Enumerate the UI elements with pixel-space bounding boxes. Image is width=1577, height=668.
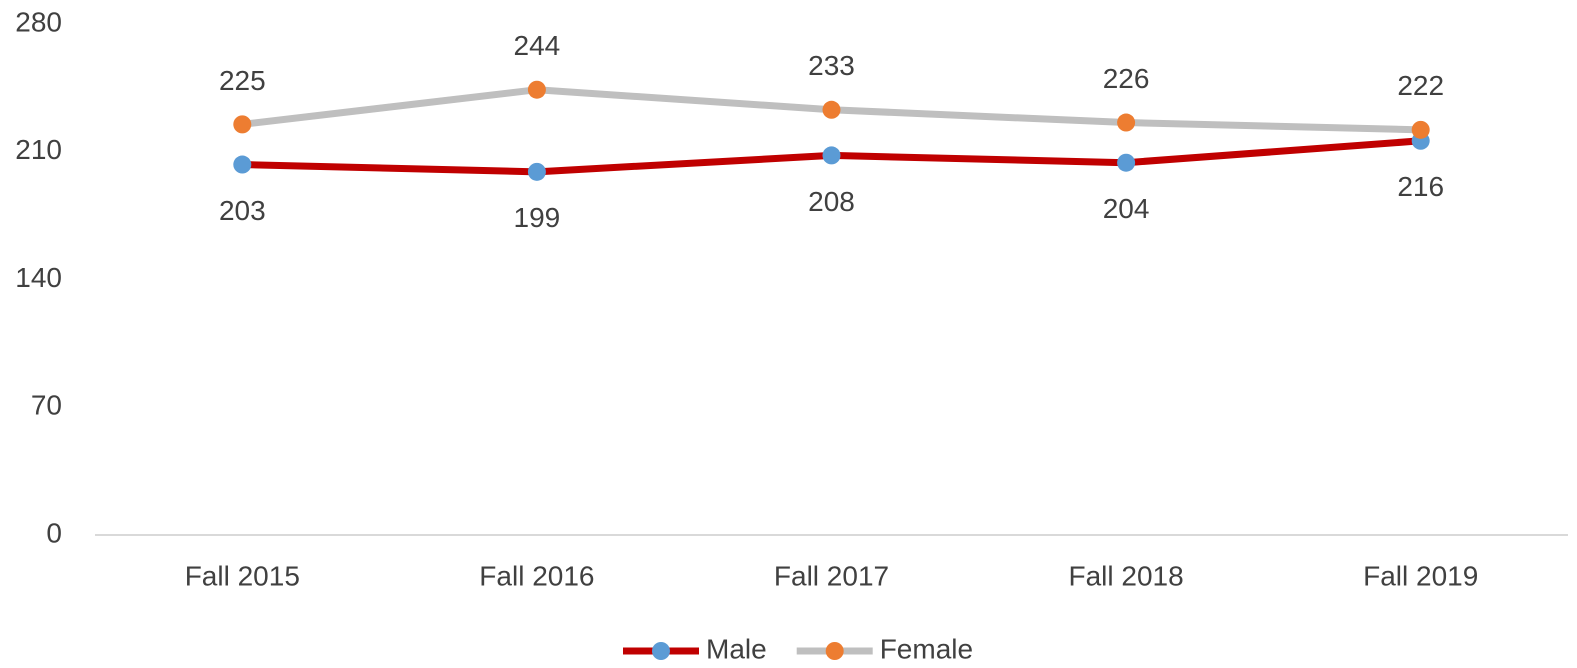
data-label: 208 bbox=[808, 186, 855, 217]
marker bbox=[1411, 120, 1430, 139]
legend-label: Male bbox=[706, 633, 767, 664]
data-label: 244 bbox=[514, 30, 561, 61]
x-tick-label: Fall 2018 bbox=[1069, 560, 1184, 591]
data-label: 226 bbox=[1103, 63, 1150, 94]
marker bbox=[233, 155, 252, 174]
y-tick-label: 210 bbox=[15, 134, 62, 165]
data-label: 199 bbox=[514, 202, 561, 233]
marker bbox=[822, 100, 841, 119]
marker bbox=[527, 162, 546, 181]
y-tick-label: 0 bbox=[46, 517, 62, 548]
marker bbox=[233, 115, 252, 134]
x-tick-label: Fall 2019 bbox=[1363, 560, 1478, 591]
x-tick-label: Fall 2016 bbox=[479, 560, 594, 591]
marker bbox=[822, 146, 841, 165]
marker bbox=[527, 80, 546, 99]
legend-label: Female bbox=[880, 633, 973, 664]
data-label: 233 bbox=[808, 50, 855, 81]
y-tick-label: 280 bbox=[15, 6, 62, 37]
x-tick-label: Fall 2015 bbox=[185, 560, 300, 591]
marker bbox=[1117, 153, 1136, 172]
data-label: 222 bbox=[1397, 70, 1444, 101]
data-label: 204 bbox=[1103, 193, 1150, 224]
data-label: 225 bbox=[219, 65, 266, 96]
data-label: 216 bbox=[1397, 171, 1444, 202]
legend-marker bbox=[825, 642, 844, 660]
x-tick-label: Fall 2017 bbox=[774, 560, 889, 591]
marker bbox=[1117, 113, 1136, 132]
y-tick-label: 140 bbox=[15, 262, 62, 293]
y-tick-label: 70 bbox=[31, 390, 62, 421]
data-label: 203 bbox=[219, 195, 266, 226]
legend-marker bbox=[652, 642, 670, 660]
